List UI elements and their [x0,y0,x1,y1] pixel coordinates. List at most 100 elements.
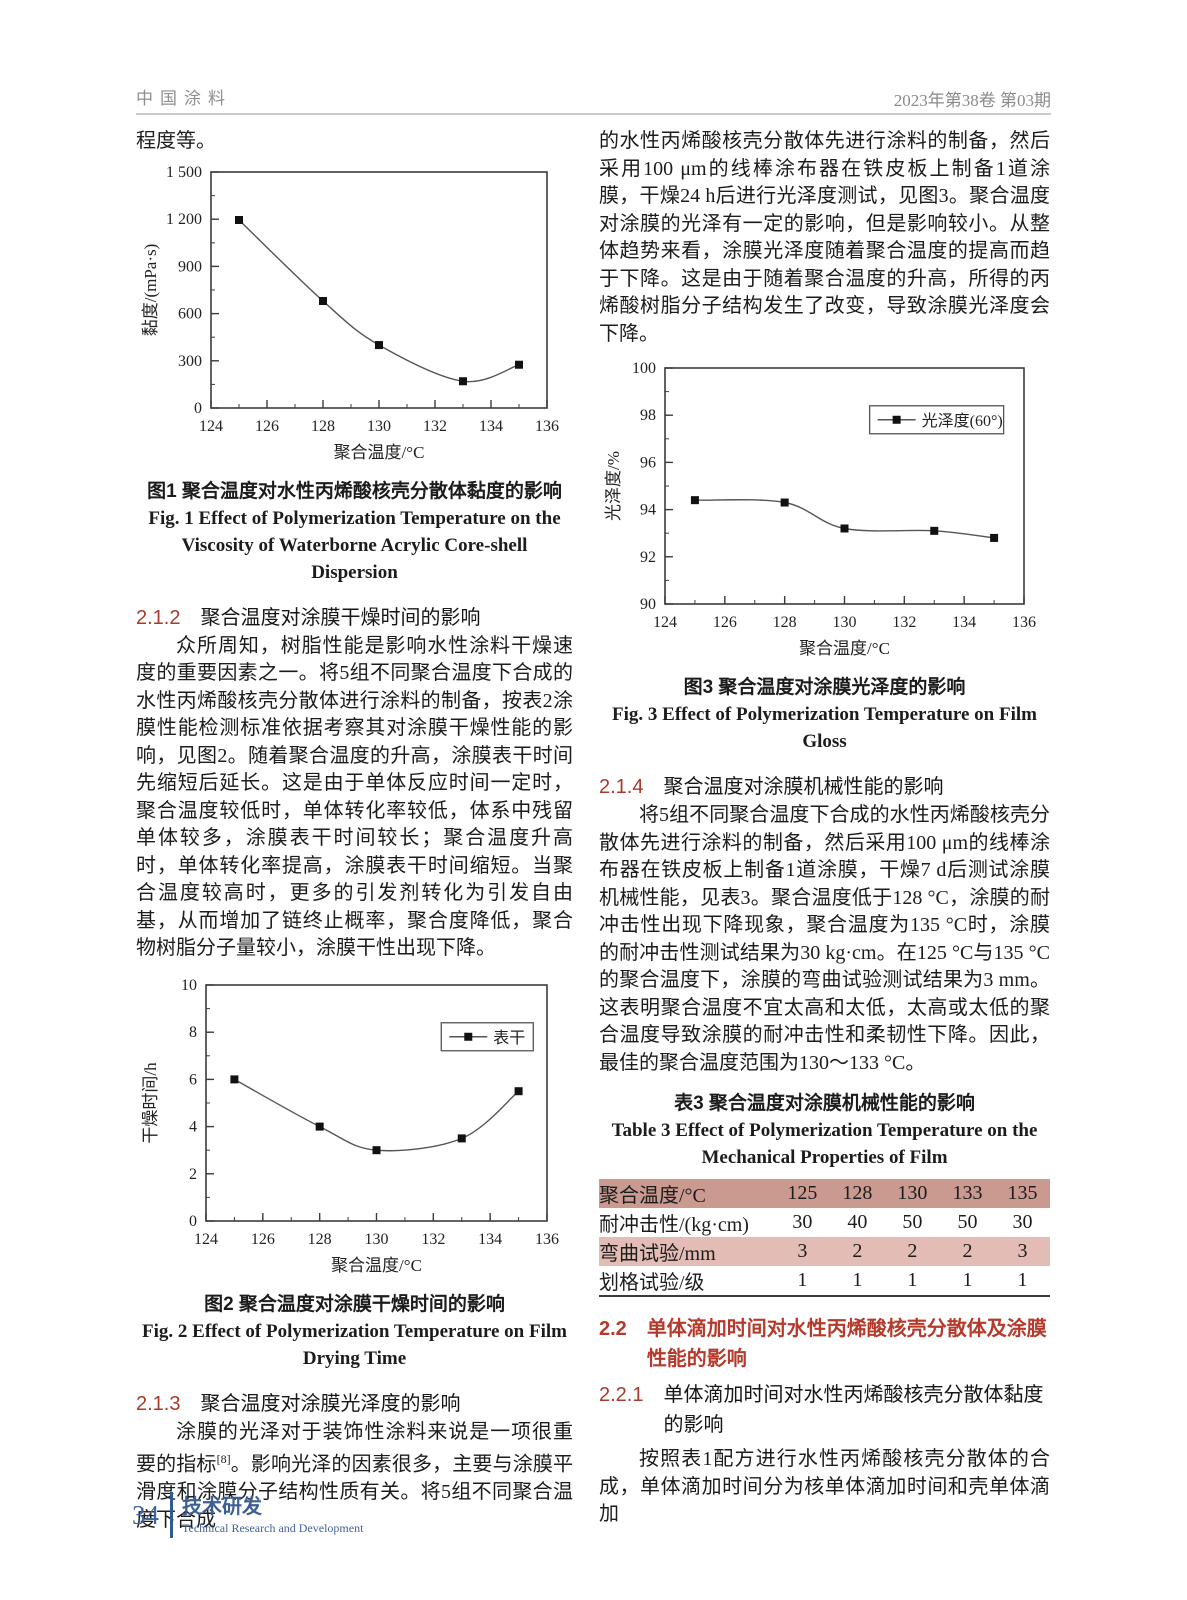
figure2-caption-en: Fig. 2 Effect of Polymerization Temperat… [136,1318,573,1372]
row-label: 弯曲试验/mm [599,1243,716,1265]
paragraph-2-1-4: 将5组不同聚合温度下合成的水性丙烯酸核壳分散体先进行涂料的制备，然后采用100 … [599,804,1050,1074]
figure3-caption-cn: 图3 聚合温度对涂膜光泽度的影响 [683,677,966,698]
svg-text:130: 130 [365,1231,389,1248]
svg-text:92: 92 [640,549,656,566]
paragraph-text: 涂膜的光泽对于装饰性涂料来说是一项很重要的指标 [136,1420,573,1476]
footer-section-cn: 技术研发 [182,1495,262,1518]
citation-ref: [8] [216,1452,231,1466]
page-number: 34 [132,1499,159,1530]
svg-text:94: 94 [640,502,656,519]
svg-text:6: 6 [189,1071,197,1088]
cell-value: 128 [842,1182,873,1204]
page-footer: 34 技术研发 Technical Research and Developme… [132,1492,363,1538]
section-2-2-1-heading: 2.2.1 单体滴加时间对水性丙烯酸核壳分散体黏度的影响 [599,1380,1050,1440]
section-title: 单体滴加时间对水性丙烯酸核壳分散体及涂膜性能的影响 [646,1318,1047,1370]
row-label: 划格试验/级 [599,1272,705,1294]
svg-text:124: 124 [199,418,223,435]
left-column: 程度等。 124 126 128 130 132 134 136 0 300 600 900 1 20… [136,128,573,1534]
svg-text:128: 128 [311,418,335,435]
figure2-caption-en-line2: Drying Time [302,1347,407,1369]
paragraph-2-1-3: 涂膜的光泽对于装饰性涂料来说是一项很重要的指标[8]。影响光泽的因素很多，主要与… [136,1419,573,1535]
svg-text:8: 8 [189,1024,197,1041]
journal-name: 中国涂料 [136,89,232,108]
cell-value: 2 [962,1240,973,1262]
svg-text:聚合温度/°C: 聚合温度/°C [331,1256,422,1275]
svg-text:136: 136 [535,418,559,435]
figure1-caption-en-line1: Fig. 1 Effect of Polymerization Temperat… [148,507,561,529]
svg-text:聚合温度/°C: 聚合温度/°C [799,639,890,658]
table-row: 弯曲试验/mm 3 2 2 2 3 [599,1237,1050,1266]
svg-text:干燥时间/h: 干燥时间/h [141,1061,160,1143]
svg-text:128: 128 [308,1231,332,1248]
figure1-caption-en: Fig. 1 Effect of Polymerization Temperat… [136,505,573,586]
cell-value: 50 [902,1211,923,1233]
svg-text:2: 2 [189,1165,197,1182]
table3: 聚合温度/°C 125 128 130 133 135 耐冲击性/(kg·cm) 30 40 50… [599,1179,1050,1297]
paragraph-2-2-1: 按照表1配方进行水性丙烯酸核壳分散体的合成，单体滴加时间分为核单体滴加时间和壳单… [599,1448,1050,1525]
figure1-chart: 124 126 128 130 132 134 136 0 300 600 900 1 200 1 50… [136,164,573,471]
row-label: 耐冲击性/(kg·cm) [599,1214,749,1236]
figure3-caption-en-line2: Gloss [802,731,847,752]
paragraph-gloss-intro: 的水性丙烯酸核壳分散体先进行涂料的制备，然后采用100 μm的线棒涂布器在铁皮板… [599,130,1050,345]
cell-value: 2 [907,1240,918,1262]
cell-value: 135 [1007,1182,1038,1204]
table-row: 划格试验/级 1 1 1 1 1 [599,1266,1050,1296]
svg-text:126: 126 [255,418,279,435]
right-column: 的水性丙烯酸核壳分散体先进行涂料的制备，然后采用100 μm的线棒涂布器在铁皮板… [599,128,1050,1529]
cell-value: 40 [847,1211,868,1233]
figure1-chart-svg: 124 126 128 130 132 134 136 0 300 600 900 1 200 1 50… [141,164,559,462]
svg-text:130: 130 [833,614,857,631]
figure2-caption-en-line1: Fig. 2 Effect of Polymerization Temperat… [142,1320,567,1342]
svg-text:90: 90 [640,596,656,613]
figure1-caption-en-line2: Viscosity of Waterborne Acrylic Core-she… [181,534,528,583]
svg-text:600: 600 [178,305,202,322]
table-row: 聚合温度/°C 125 128 130 133 135 [599,1179,1050,1208]
svg-text:光泽度(60°): 光泽度(60°) [922,412,1003,430]
paragraph-text: 。影响光泽的因素很多，主要与涂膜平滑度和涂膜分子结构性质有关。将5组不同聚合温度… [136,1453,574,1531]
svg-text:1 500: 1 500 [166,164,202,181]
table-row: 耐冲击性/(kg·cm) 30 40 50 50 30 [599,1208,1050,1237]
footer-section-en: Technical Research and Development [182,1520,364,1535]
svg-text:134: 134 [952,614,976,631]
cell-value: 1 [852,1269,863,1291]
svg-text:132: 132 [892,614,916,631]
svg-text:136: 136 [535,1231,559,1248]
svg-text:128: 128 [773,614,797,631]
footer-bar [170,1492,173,1538]
svg-text:124: 124 [194,1231,218,1248]
cell-value: 133 [952,1182,983,1204]
svg-text:130: 130 [367,418,391,435]
cell-value: 3 [1017,1240,1028,1262]
cell-value: 1 [962,1269,973,1291]
cell-value: 1 [1017,1269,1028,1291]
figure1-caption-cn: 图1 聚合温度对水性丙烯酸核壳分散体黏度的影响 [147,480,562,502]
svg-text:100: 100 [632,360,656,377]
svg-text:300: 300 [178,352,202,369]
figure2-caption-cn: 图2 聚合温度对涂膜干燥时间的影响 [204,1293,505,1315]
footer-section: 技术研发 Technical Research and Development [182,1495,363,1536]
svg-text:聚合温度/°C: 聚合温度/°C [334,443,425,462]
cell-value: 30 [1012,1211,1033,1233]
svg-text:光泽度/%: 光泽度/% [604,451,623,521]
section-title: 聚合温度对涂膜机械性能的影响 [663,776,944,798]
cell-value: 130 [897,1182,928,1204]
table3-body: 聚合温度/°C 125 128 130 133 135 耐冲击性/(kg·cm) 30 40 50… [599,1179,1050,1296]
table3-caption-cn: 表3 聚合温度对涂膜机械性能的影响 [674,1093,975,1114]
cell-value: 125 [787,1182,818,1204]
paragraph-continuation: 程度等。 [136,130,216,152]
svg-text:4: 4 [189,1118,197,1135]
svg-text:124: 124 [653,614,677,631]
cell-value: 3 [797,1240,808,1262]
svg-text:98: 98 [640,407,656,424]
cell-value: 1 [797,1269,808,1291]
cell-value: 1 [907,1269,918,1291]
section-number: 2.1.4 [599,776,644,798]
figure2-chart-svg: 124 126 128 130 132 134 136 0 2 4 6 8 10 干燥时间/h 聚合温度/°… [141,977,559,1275]
table3-caption-en-line1: Table 3 Effect of Polymerization Tempera… [611,1120,1038,1141]
svg-text:134: 134 [479,418,503,435]
svg-text:134: 134 [478,1231,502,1248]
section-2-2-heading: 2.2 单体滴加时间对水性丙烯酸核壳分散体及涂膜性能的影响 [599,1314,1050,1374]
paragraph-2-1-2: 众所周知，树脂性能是影响水性涂料干燥速度的重要因素之一。将5组不同聚合温度下合成… [136,634,573,960]
section-title: 聚合温度对涂膜光泽度的影响 [200,1392,461,1415]
